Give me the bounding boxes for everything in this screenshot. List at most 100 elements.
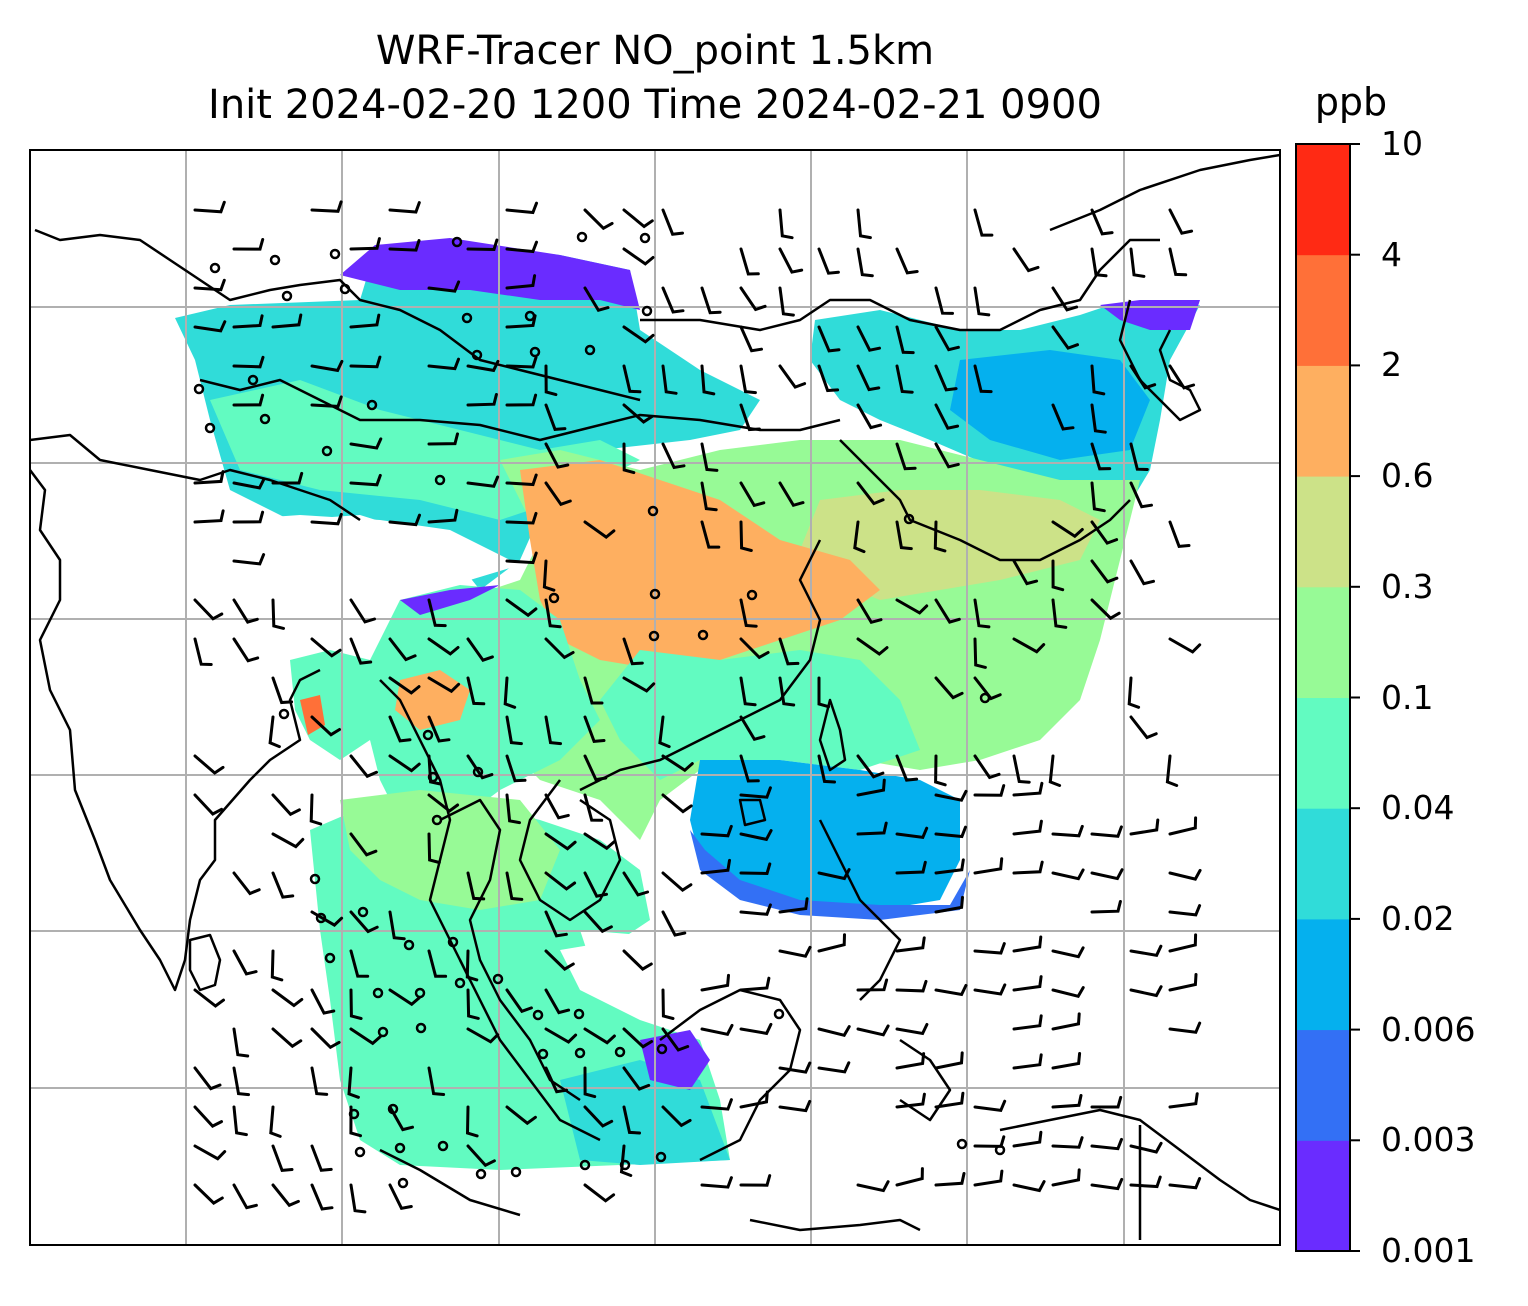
wind-barb	[505, 314, 537, 329]
wind-barb	[1168, 973, 1198, 992]
wind-barbs	[193, 200, 1202, 1214]
wind-barb	[193, 278, 226, 292]
wind-barb	[1168, 1092, 1199, 1109]
wind-barb	[271, 988, 304, 1008]
wind-barb	[622, 442, 636, 475]
wind-barb	[778, 481, 805, 508]
wind-barb	[1048, 754, 1062, 787]
wind-barb	[1168, 247, 1188, 277]
wind-barb	[193, 988, 225, 1008]
wind-barb	[1168, 1177, 1202, 1190]
wind-barb	[1051, 325, 1079, 350]
wind-barb	[427, 793, 460, 813]
wind-barb	[661, 793, 693, 814]
field-north-outer	[340, 238, 640, 310]
wind-barb	[661, 442, 686, 470]
wind-barb	[1012, 819, 1043, 836]
colorbar-segment	[1296, 254, 1350, 366]
wind-barb	[193, 200, 226, 214]
wind-barb	[856, 247, 874, 278]
colorbar-tick-label: 0.6	[1381, 456, 1434, 496]
wind-barb	[700, 520, 721, 549]
wind-barb	[895, 520, 913, 551]
wind-barb	[505, 988, 533, 1014]
wind-barb	[853, 520, 866, 554]
calm-wind-marker	[548, 592, 560, 604]
wind-barb	[973, 364, 993, 394]
wind-barb	[232, 510, 265, 524]
wind-barb	[622, 403, 654, 424]
wind-barb	[817, 868, 851, 881]
calm-wind-marker	[321, 445, 333, 457]
wind-barb	[739, 1174, 772, 1187]
wind-barb	[1012, 781, 1044, 797]
calm-wind-marker	[584, 344, 596, 356]
calm-wind-marker	[956, 1138, 968, 1150]
wind-barb	[310, 512, 343, 526]
wind-barb	[388, 1183, 413, 1210]
colorbar-tick-label: 4	[1381, 234, 1402, 274]
wind-barb	[739, 481, 766, 508]
wind-barb	[973, 942, 1006, 955]
wind-barb	[739, 598, 758, 628]
wind-barb	[1090, 1095, 1123, 1109]
wind-barb	[856, 978, 889, 992]
wind-barb	[661, 754, 694, 773]
wind-barb	[349, 237, 381, 251]
wind-barb	[622, 325, 655, 344]
field-west-outer	[400, 585, 500, 615]
colorbar-tick-label: 2	[1381, 345, 1402, 385]
wind-barb	[1051, 868, 1085, 881]
wind-barb	[232, 1183, 258, 1210]
colorbar-tick-label: 0.001	[1381, 1231, 1476, 1270]
wind-barb	[934, 676, 964, 700]
wind-barb	[778, 676, 796, 707]
wind-barb	[193, 1144, 227, 1161]
wind-barb	[583, 286, 610, 313]
wind-barb	[1129, 1175, 1162, 1189]
wind-barb	[466, 871, 486, 901]
wind-barb	[895, 826, 929, 840]
calm-wind-marker	[472, 766, 484, 778]
wind-barb	[232, 355, 265, 369]
calm-wind-marker	[903, 513, 915, 525]
wind-barb	[232, 553, 266, 566]
wind-barb	[349, 949, 370, 978]
wind-barb	[778, 897, 809, 914]
wind-barb	[700, 481, 718, 512]
wind-barb	[1012, 637, 1046, 654]
wind-barb	[1051, 986, 1085, 999]
wind-barb	[973, 857, 1004, 875]
wind-barb	[1129, 944, 1163, 957]
wind-barb	[700, 1176, 733, 1189]
wind-barb	[271, 676, 294, 705]
colorbar-tick-label: 0.006	[1381, 1009, 1476, 1049]
wind-barb	[661, 871, 693, 892]
wind-barb	[1090, 598, 1121, 621]
wind-barb	[466, 238, 499, 252]
wind-barb	[661, 910, 687, 937]
wind-barb	[544, 793, 570, 820]
wind-barb	[622, 1066, 651, 1091]
wind-barb	[934, 403, 960, 430]
wind-barb	[271, 871, 295, 899]
wind-barb	[1051, 1012, 1081, 1031]
wind-barb	[1168, 1021, 1202, 1034]
calm-wind-marker	[746, 589, 758, 601]
wind-barb	[856, 208, 872, 240]
wind-barb	[427, 637, 460, 656]
wind-barb	[658, 715, 671, 749]
calm-wind-marker	[537, 1048, 549, 1060]
wind-barb	[544, 988, 571, 1015]
wind-barb	[466, 475, 500, 488]
wind-barb	[934, 895, 964, 914]
field-clear-gulf	[580, 925, 740, 970]
wind-barb	[1129, 559, 1155, 586]
wind-barb	[778, 364, 807, 389]
wind-barb	[739, 1022, 773, 1036]
wind-barb	[895, 979, 928, 993]
wind-barb	[505, 715, 523, 746]
wind-barb	[739, 976, 771, 992]
wind-barb	[310, 1066, 329, 1096]
